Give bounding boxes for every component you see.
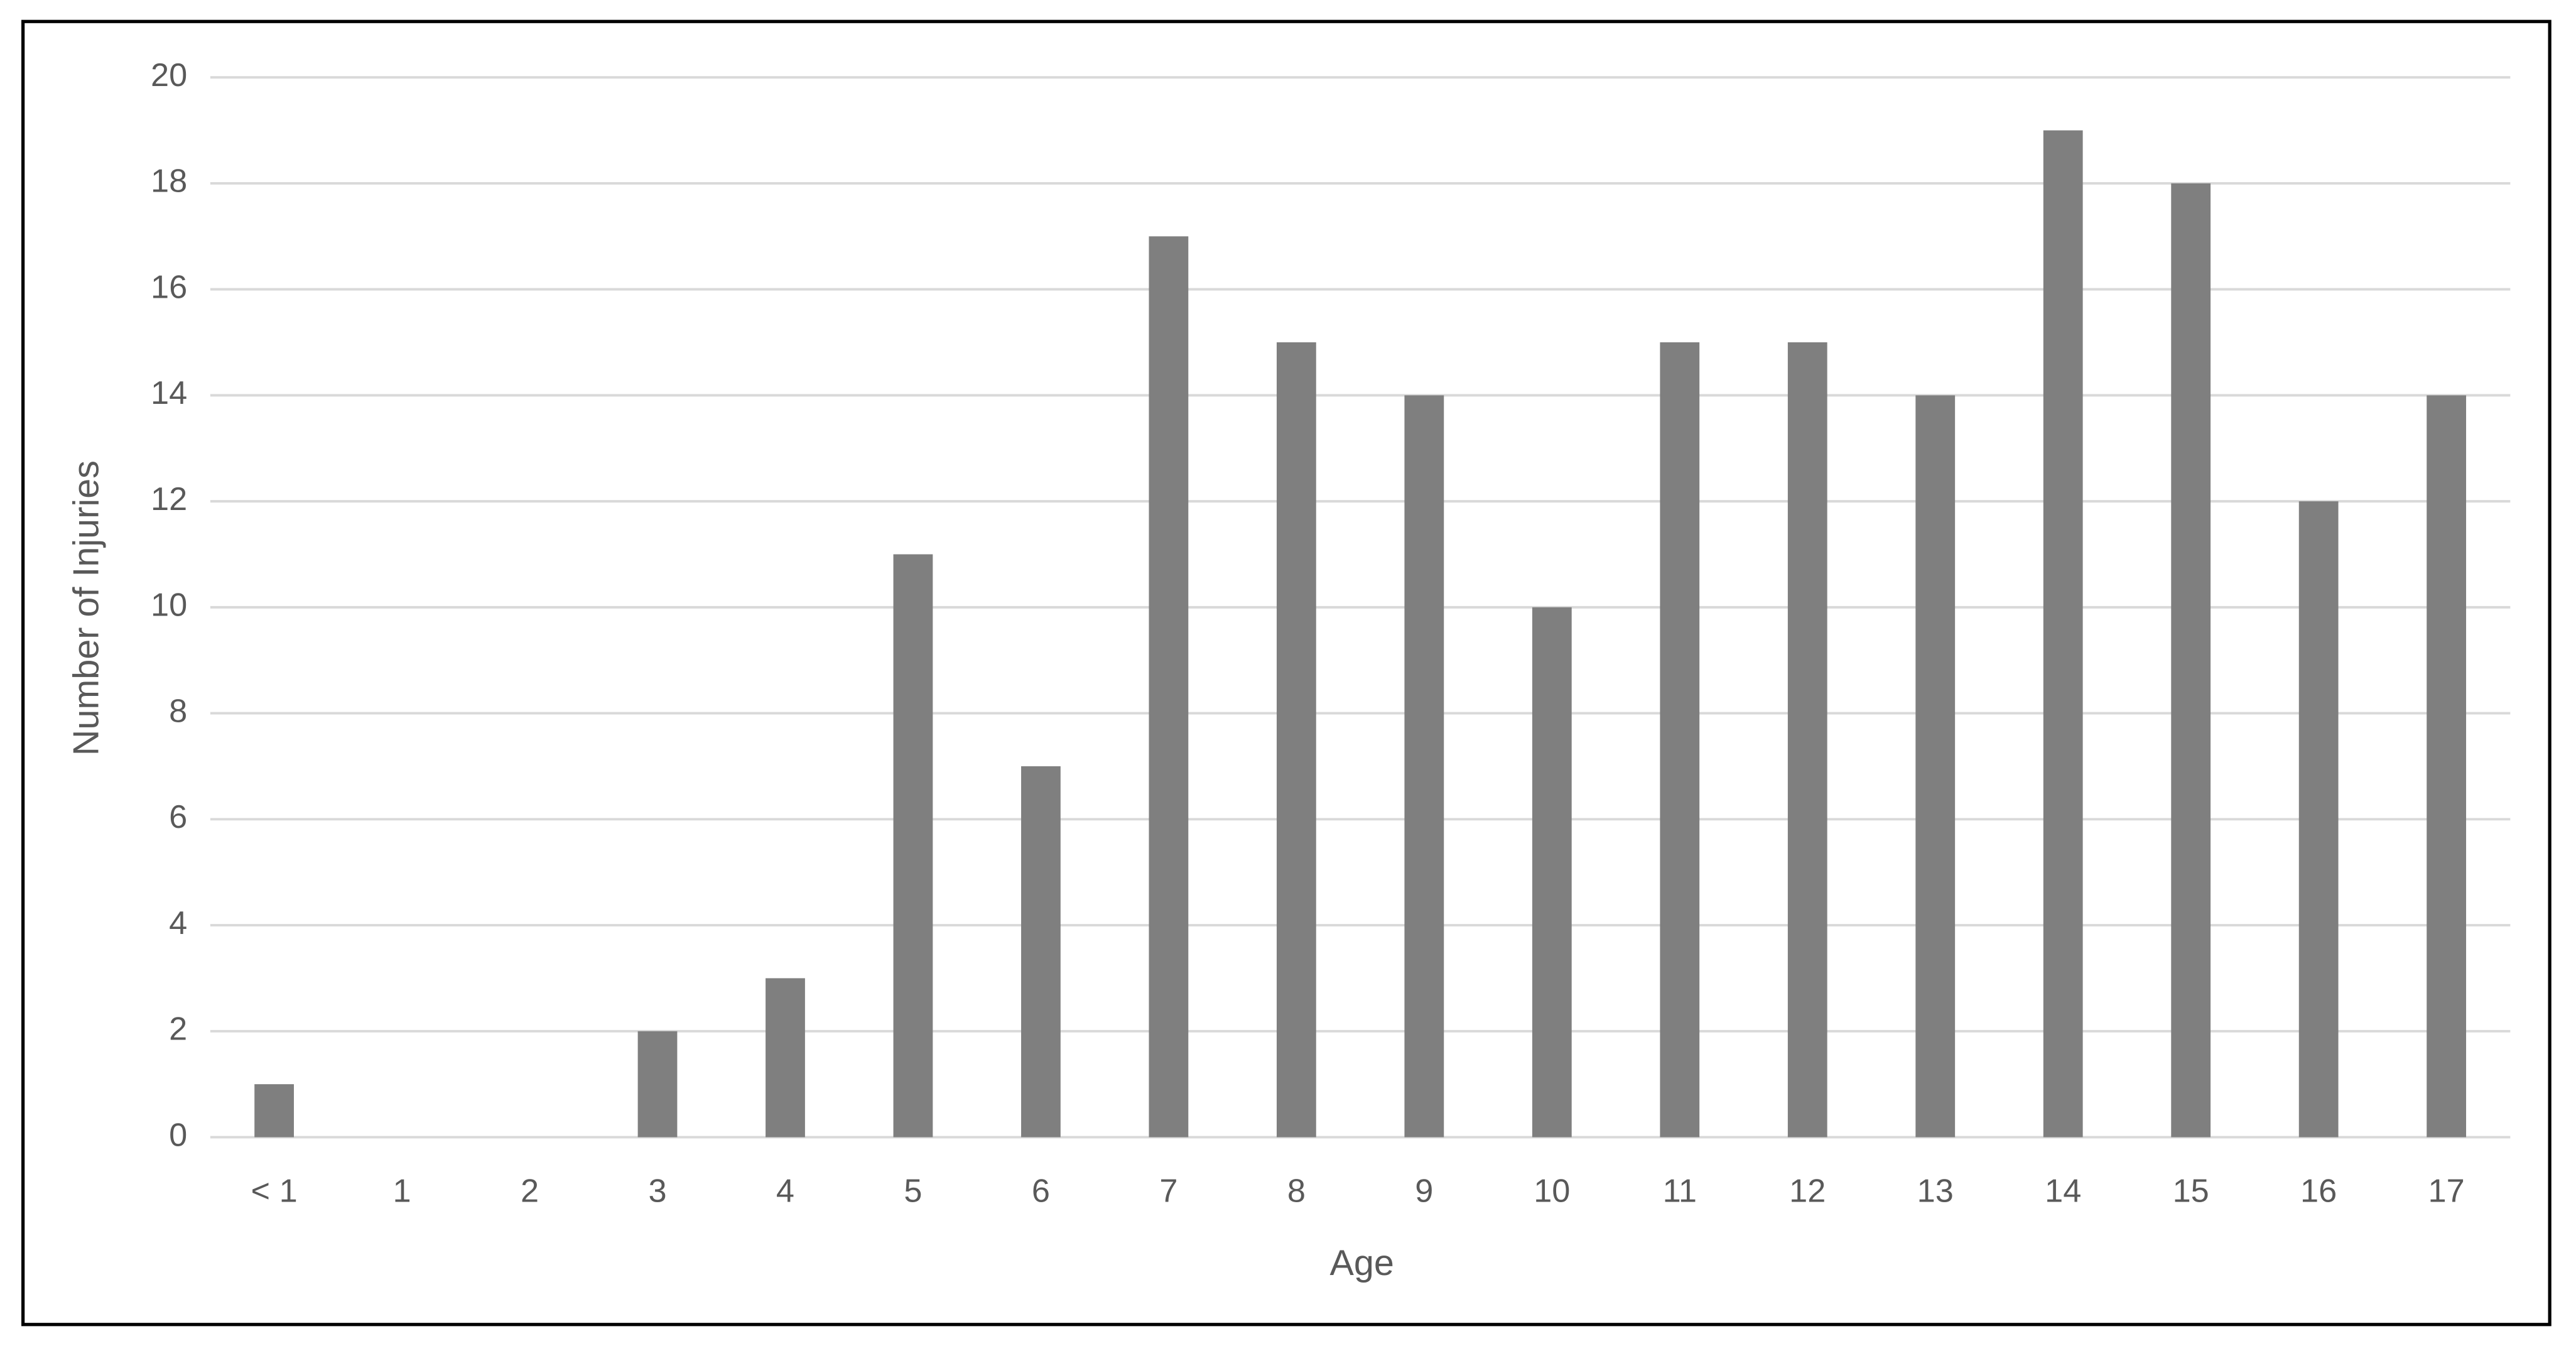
bar	[2298, 501, 2339, 1137]
x-tick-label: 12	[1789, 1173, 1826, 1209]
x-tick-label: 3	[648, 1173, 666, 1209]
bar	[1149, 236, 1189, 1137]
bar	[2427, 395, 2467, 1137]
y-tick-label: 4	[169, 905, 187, 942]
bar	[1660, 342, 1700, 1137]
bar	[893, 554, 933, 1137]
y-tick-label: 0	[169, 1117, 187, 1153]
x-tick-label: 14	[2045, 1173, 2081, 1209]
x-tick-label: 5	[904, 1173, 922, 1209]
y-tick-label: 6	[169, 799, 187, 835]
x-tick-label: 17	[2428, 1173, 2465, 1209]
bar	[1915, 395, 1956, 1137]
y-tick-label: 20	[151, 57, 187, 94]
x-tick-label: 15	[2173, 1173, 2209, 1209]
x-tick-label: 8	[1287, 1173, 1306, 1209]
x-tick-label: 16	[2300, 1173, 2337, 1209]
bar	[1532, 607, 1572, 1137]
x-tick-label: 13	[1917, 1173, 1954, 1209]
x-tick-label: 9	[1415, 1173, 1433, 1209]
bar	[1404, 395, 1444, 1137]
x-tick-label: 6	[1032, 1173, 1050, 1209]
x-tick-label: 4	[776, 1173, 794, 1209]
x-tick-label: 1	[393, 1173, 411, 1209]
y-tick-label: 10	[151, 587, 187, 624]
bar	[2171, 183, 2211, 1137]
y-tick-label: 18	[151, 163, 187, 200]
x-tick-label: 11	[1663, 1173, 1697, 1209]
x-tick-label: 2	[521, 1173, 539, 1209]
y-tick-label: 12	[151, 481, 187, 518]
bar	[1021, 766, 1061, 1137]
y-axis-title: Number of Injuries	[66, 460, 106, 756]
y-tick-label: 2	[169, 1011, 187, 1048]
bar	[1787, 342, 1827, 1137]
x-tick-label: 7	[1159, 1173, 1177, 1209]
bar	[766, 978, 805, 1137]
bar	[637, 1031, 678, 1137]
x-axis-title: Age	[1330, 1243, 1394, 1283]
y-tick-label: 16	[151, 269, 187, 305]
x-tick-label: < 1	[251, 1173, 297, 1209]
bar	[254, 1084, 294, 1137]
bar	[2043, 130, 2083, 1137]
bar	[1276, 342, 1316, 1137]
x-tick-label: 10	[1534, 1173, 1570, 1209]
y-tick-label: 8	[169, 693, 187, 729]
y-tick-label: 14	[151, 375, 187, 411]
